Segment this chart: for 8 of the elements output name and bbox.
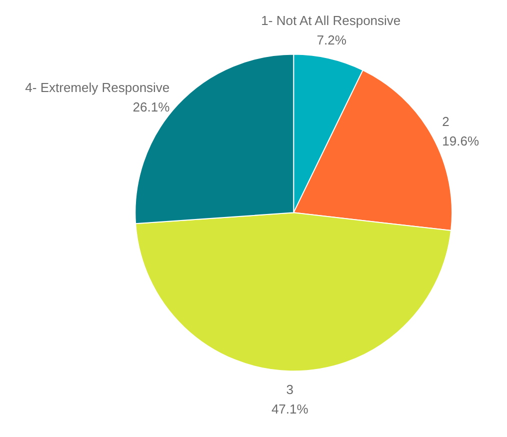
slice-label: 3 bbox=[286, 382, 294, 398]
slice-label: 1- Not At All Responsive bbox=[261, 13, 401, 28]
data-label: 7.2% bbox=[316, 32, 347, 48]
data-label: 19.6% bbox=[442, 133, 480, 148]
data-label: 47.1% bbox=[271, 402, 309, 417]
slice-label: 4- Extremely Responsive bbox=[25, 80, 170, 95]
slice-label: 2 bbox=[442, 114, 450, 129]
data-label: 26.1% bbox=[132, 99, 170, 114]
